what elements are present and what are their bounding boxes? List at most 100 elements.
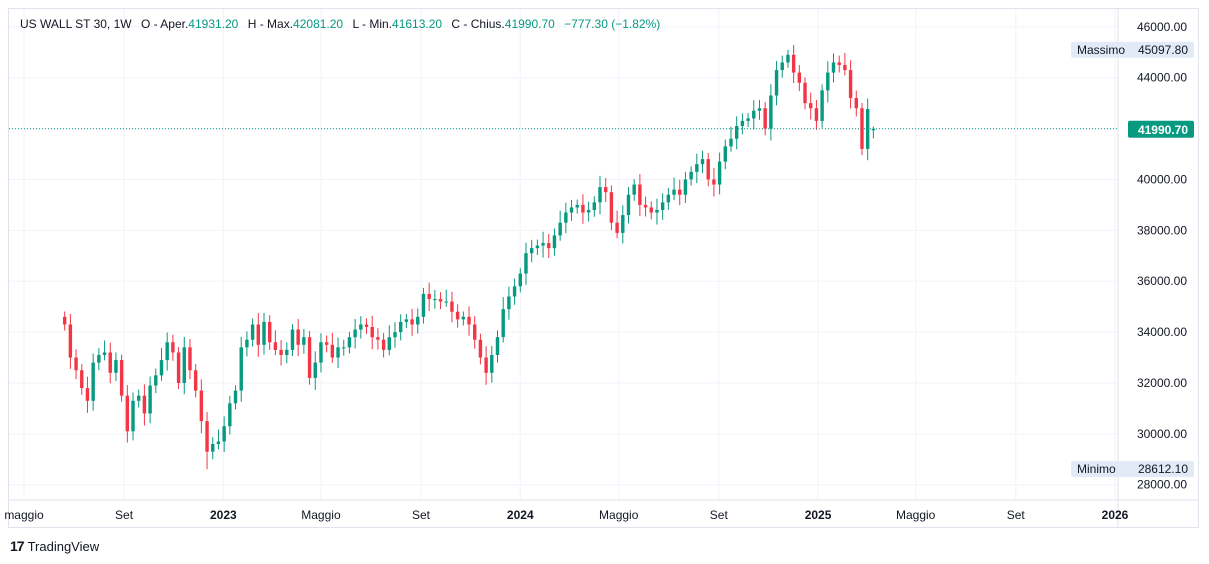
candle-body [575, 204, 579, 208]
candle-body [222, 426, 226, 442]
candle-body [809, 103, 813, 109]
candle-body [148, 385, 152, 414]
candle-body [250, 324, 255, 340]
candle-body [450, 301, 454, 312]
candle-body [228, 403, 232, 427]
candle-body [438, 299, 443, 302]
x-tick-label: Set [115, 508, 134, 522]
candle-body [364, 324, 369, 328]
x-tick-label: Maggio [896, 508, 936, 522]
tradingview-brand[interactable]: 17 TradingView [10, 538, 99, 554]
candle-body [501, 309, 505, 338]
candle-body [729, 138, 733, 147]
candle-body [797, 72, 802, 83]
candle-body [791, 54, 796, 73]
x-tick-label: maggio [4, 508, 44, 522]
candle-body [871, 128, 876, 131]
candle-body [478, 339, 483, 358]
candle-body [814, 108, 819, 121]
candle-body [159, 360, 164, 376]
candle-body [267, 321, 272, 343]
candle-body [586, 209, 591, 213]
candle-body [359, 324, 363, 330]
candle-body [581, 204, 585, 213]
candle-body [512, 286, 517, 297]
candle-body [786, 54, 790, 63]
candle-body [507, 296, 511, 310]
candle-body [273, 342, 278, 350]
candle-body [74, 357, 78, 371]
legend-open-label: O - Aper. [140, 17, 189, 31]
x-tick-label: 2023 [210, 508, 237, 522]
candle-body [285, 349, 289, 355]
candle-body [695, 164, 699, 172]
candle-body [131, 400, 135, 432]
legend-symbol[interactable]: US WALL ST 30, 1W [20, 17, 132, 31]
high-marker-tag [1071, 41, 1194, 58]
candle-body [763, 108, 767, 129]
candle-body [279, 349, 283, 355]
candle-body [433, 299, 437, 301]
candle-body [717, 161, 722, 185]
candle-body [490, 354, 494, 373]
candle-body [740, 120, 745, 127]
candle-body [97, 354, 101, 363]
legend-high-value: 42081.20 [293, 17, 344, 31]
candle-body [68, 324, 73, 358]
candle-body [336, 347, 340, 358]
y-tick-label: 34000.00 [1137, 325, 1187, 339]
candle-body [848, 70, 853, 99]
low-marker-value: 28612.10 [1138, 462, 1188, 476]
candle-body [803, 82, 807, 104]
x-tick-label: Maggio [301, 508, 341, 522]
candle-body [552, 235, 557, 249]
y-tick-label: 32000.00 [1137, 376, 1187, 390]
candle-body [746, 118, 750, 121]
candle-body [564, 212, 568, 223]
candle-body [524, 253, 528, 274]
candle-body [603, 187, 608, 193]
x-tick-label: 2025 [805, 508, 832, 522]
candle-body [444, 301, 448, 303]
candle-body [165, 342, 169, 361]
candle-body [290, 329, 295, 350]
candle-body [529, 248, 534, 254]
candle-body [245, 339, 249, 348]
candle-body [171, 342, 175, 353]
candle-body [666, 194, 671, 203]
candle-body [558, 222, 562, 236]
x-tick-label: Set [710, 508, 729, 522]
candle-body [820, 90, 824, 121]
candle-body [495, 337, 500, 355]
candle-body [421, 293, 426, 317]
last-price-tag [1128, 120, 1194, 138]
candle-body [734, 126, 739, 139]
candle-body [854, 98, 858, 109]
candle-body [609, 192, 614, 223]
candle-body [342, 347, 346, 349]
candle-body [757, 108, 762, 111]
candle-body [598, 187, 602, 203]
legend-close-label: C - Chius. [451, 17, 505, 31]
candle-body [638, 184, 642, 205]
candle-body [473, 324, 477, 340]
x-tick-label: Set [412, 508, 431, 522]
candle-body [319, 342, 323, 363]
candle-body [843, 64, 847, 71]
ohlc-legend: US WALL ST 30, 1W O - Aper.41931.20 H - … [20, 17, 660, 31]
candle-body [381, 339, 386, 350]
legend-low-label: L - Min. [352, 17, 393, 31]
candle-body [142, 395, 147, 414]
candle-body [615, 222, 619, 233]
candle-body [216, 441, 221, 445]
candle-body [678, 189, 682, 195]
legend-high-label: H - Max. [247, 17, 294, 31]
y-tick-label: 30000.00 [1137, 427, 1187, 441]
candle-body [592, 202, 597, 210]
candle-body [831, 62, 836, 73]
candle-body [256, 324, 261, 345]
legend-close-value: 41990.70 [504, 17, 555, 31]
candle-body [324, 342, 329, 345]
x-tick-label: Maggio [599, 508, 639, 522]
